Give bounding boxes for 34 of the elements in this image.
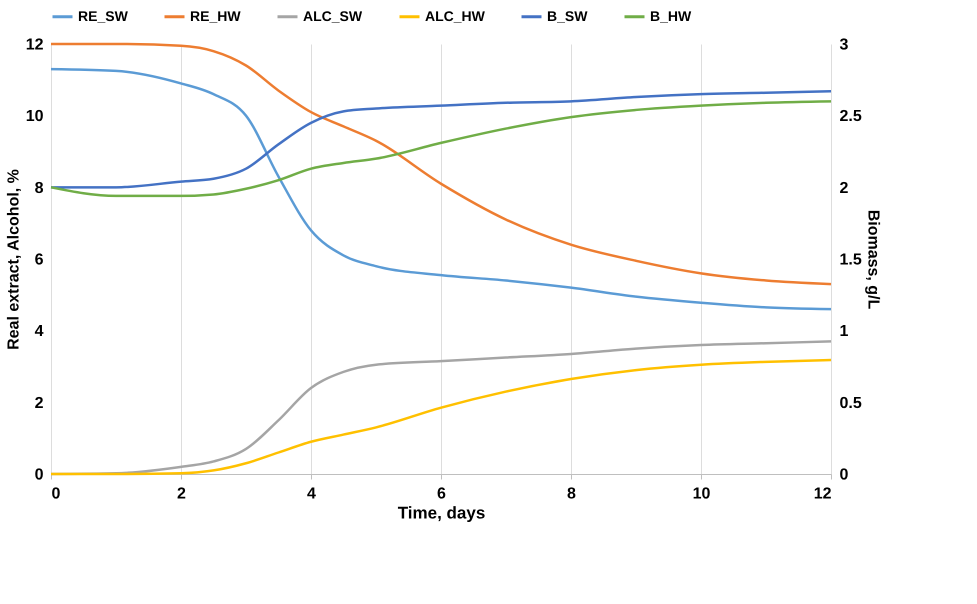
y2-tick-label: 2 [840,180,848,197]
y-tick-label: 8 [34,180,44,197]
line-series [50,42,832,286]
legend-label: ALC_SW [303,8,363,24]
y-tick-label: 6 [34,252,44,268]
legend-label: B_HW [650,8,692,24]
y2-tick-label: 3 [840,36,848,54]
line-series [50,90,832,189]
legend-label: ALC_HW [425,8,486,24]
x-tick-label: 10 [692,486,710,502]
y2-tick-label: 1 [840,323,848,340]
x-tick-label: 0 [52,486,60,502]
x-tick-label: 4 [307,486,316,502]
y2-tick-label: 2.5 [840,108,862,126]
line-series [50,100,832,198]
x-axis-title: Time, days [398,504,486,522]
y-tick-label: 10 [26,108,44,126]
x-tick-label: 6 [437,486,446,502]
y-tick-label: 2 [34,394,44,412]
x-tick-label: 12 [814,486,832,502]
y-tick-label: 0 [34,466,44,484]
y-tick-label: 12 [26,36,44,54]
line-series [50,68,832,310]
y2-tick-label: 0.5 [840,394,862,412]
y2-axis-title: Biomass, g/L [864,210,882,310]
y2-tick-label: 0 [840,466,848,484]
y-tick-label: 4 [34,323,44,340]
x-tick-label: 8 [567,486,576,502]
x-tick-label: 2 [177,486,186,502]
legend-label: RE_HW [190,8,242,24]
y-axis-title: Real extract, Alcohol, % [6,169,23,350]
legend-label: B_SW [547,8,588,24]
legend-label: RE_SW [78,8,129,24]
y2-tick-label: 1.5 [840,252,862,268]
